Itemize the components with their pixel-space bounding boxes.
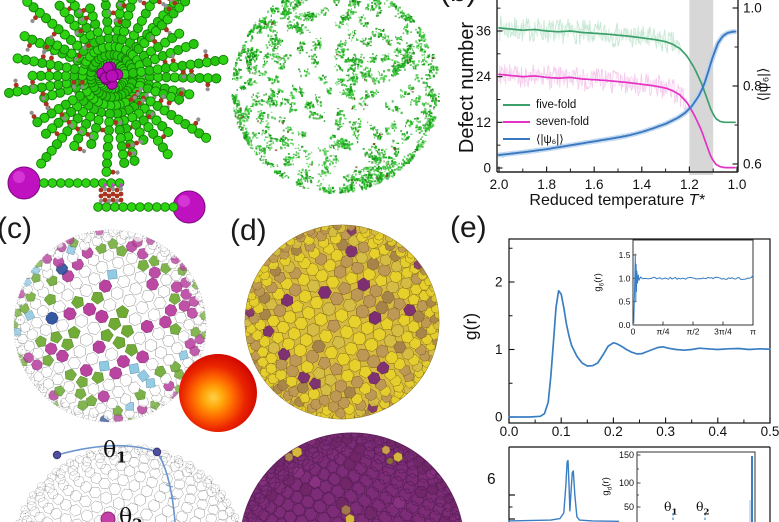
panel-b-assembled-sphere	[231, 0, 440, 195]
legend-item-five-fold: five-fold	[503, 96, 589, 113]
x-axis-label-variable: T*	[688, 192, 705, 209]
panel-c-voronoi-sphere	[13, 229, 207, 423]
tick-label: 0.2	[604, 424, 623, 439]
tick-label: 0.6	[743, 157, 762, 172]
series-gr	[508, 289, 771, 418]
tick-label: 1	[495, 342, 503, 357]
series-seven-fold	[498, 73, 736, 169]
panel-d-voronoi-sphere	[244, 224, 440, 420]
tick-label: 1.0	[728, 177, 747, 192]
tick-label: π/4	[657, 327, 670, 337]
y-axis-label-gd: gd(r)	[601, 463, 614, 509]
defect-correlation-chart: 150 100 50	[508, 446, 771, 522]
y-axis-label-g6: g6(r)	[593, 260, 606, 304]
label-sub: 6	[598, 282, 606, 287]
theta-sub: 2	[132, 515, 142, 522]
series-gd	[508, 459, 620, 522]
panel-c-defect-angle-sphere	[15, 443, 240, 522]
defect-dot	[52, 450, 62, 460]
theta-sub: 2	[703, 507, 710, 518]
theta-sub: 1	[671, 507, 678, 518]
theta-symbol: θ	[119, 505, 133, 522]
legend-label: ⟨|ψ₆|⟩	[536, 133, 564, 146]
series-five-fold	[498, 27, 736, 124]
label-base: g	[592, 286, 604, 292]
y-axis-label-psi6: ⟨|ψ₆|⟩	[754, 67, 771, 102]
legend-item-seven-fold: seven-fold	[503, 113, 589, 130]
series-⟨|ψ₆|⟩	[498, 30, 737, 156]
theta-symbol: θ	[103, 438, 117, 463]
tick-label: π/2	[687, 327, 700, 337]
tick-label: 36	[476, 23, 491, 38]
inset-theta2-annotation: θ2	[696, 499, 709, 518]
defect-number-chart: 0 12 24 36 0.6 0.8 1.0 2.0 1.8 1.6 1.4 1.2 1.0	[476, 0, 762, 192]
tick-label: 0.1	[552, 424, 571, 439]
label-rest: (r)	[600, 477, 612, 487]
defect-dot	[152, 447, 162, 457]
y-axis-label-gr: g(r)	[460, 312, 481, 341]
panel-d-crystalline-sphere	[240, 432, 464, 522]
tick-label: π	[750, 327, 756, 337]
tick-label: 1.2	[680, 177, 699, 192]
panel-label-e: (e)	[450, 211, 487, 244]
defect-patch	[341, 504, 351, 516]
tick-label: 2.0	[490, 177, 509, 192]
y-axis-label-defect-number: Defect number	[456, 21, 478, 154]
defect-patch	[393, 451, 403, 463]
tick-label: 1.4	[632, 177, 651, 192]
tick-label: 2	[495, 275, 503, 290]
panel-label-d: (d)	[230, 214, 267, 247]
theta2-annotation: θ2	[119, 505, 143, 522]
theta1-annotation: θ1	[103, 438, 127, 466]
legend-label: seven-fold	[536, 115, 590, 128]
tick-label: 100	[619, 478, 634, 488]
defect-patch	[381, 445, 391, 455]
tick-label: 0	[631, 327, 636, 337]
chart-legend: five-fold seven-fold ⟨|ψ₆|⟩	[503, 96, 589, 147]
tick-label: 0.3	[656, 424, 675, 439]
x-axis-label-temperature: Reduced temperature T*	[497, 192, 737, 210]
theta-symbol: θ	[696, 499, 704, 514]
tick-label: 1.0	[619, 273, 631, 283]
legend-line-swatch	[503, 103, 530, 106]
panel-a-star-polymer-model	[4, 0, 229, 224]
defect-dot-magenta	[100, 511, 116, 522]
tick-label: 0.4	[708, 424, 727, 439]
tick-label: 0.5	[761, 424, 779, 439]
legend-line-swatch	[503, 120, 530, 123]
panel-label-b: (b)	[440, 0, 477, 9]
tick-label: 50	[624, 502, 634, 512]
label-sub: d	[606, 486, 614, 491]
label-rest: (r)	[592, 273, 604, 283]
legend-line-swatch	[503, 137, 530, 140]
theta-sub: 1	[116, 448, 127, 467]
tick-label: 1.5	[619, 250, 631, 260]
tick-label: 0.8	[743, 79, 762, 94]
tick-label: 0.5	[619, 297, 631, 307]
defect-patch	[386, 457, 394, 465]
tick-label: 24	[476, 69, 492, 84]
tick-label: 0	[483, 161, 491, 176]
tick-label: 1.8	[537, 177, 556, 192]
theta-symbol: θ	[664, 499, 672, 514]
inset-theta1-annotation: θ1	[664, 499, 677, 518]
tick-label: 3π/4	[714, 327, 732, 337]
legend-item-psi6: ⟨|ψ₆|⟩	[503, 130, 589, 147]
red-hot-sphere	[179, 354, 257, 432]
panel-label-c: (c)	[0, 212, 32, 245]
series-g6	[632, 253, 754, 326]
x-axis-label-text: Reduced temperature	[529, 192, 689, 209]
tick-label: 12	[476, 115, 491, 130]
label-base: g	[600, 490, 612, 496]
y-tick-6: 6	[487, 471, 496, 488]
tick-label: 0	[495, 410, 503, 425]
tick-label: 150	[619, 450, 634, 460]
tick-label: 1.0	[743, 1, 762, 16]
tick-label: 1.6	[585, 177, 604, 192]
pair-correlation-chart: 0 1 2 0.0 0.1 0.2 0.3 0.4 0.5 0.0 0.5 1.0 1.5 0 π/4 π/2…	[495, 238, 779, 439]
tick-label: 0.0	[500, 424, 519, 439]
legend-label: five-fold	[536, 98, 577, 111]
tick-label: 0.0	[619, 320, 631, 330]
